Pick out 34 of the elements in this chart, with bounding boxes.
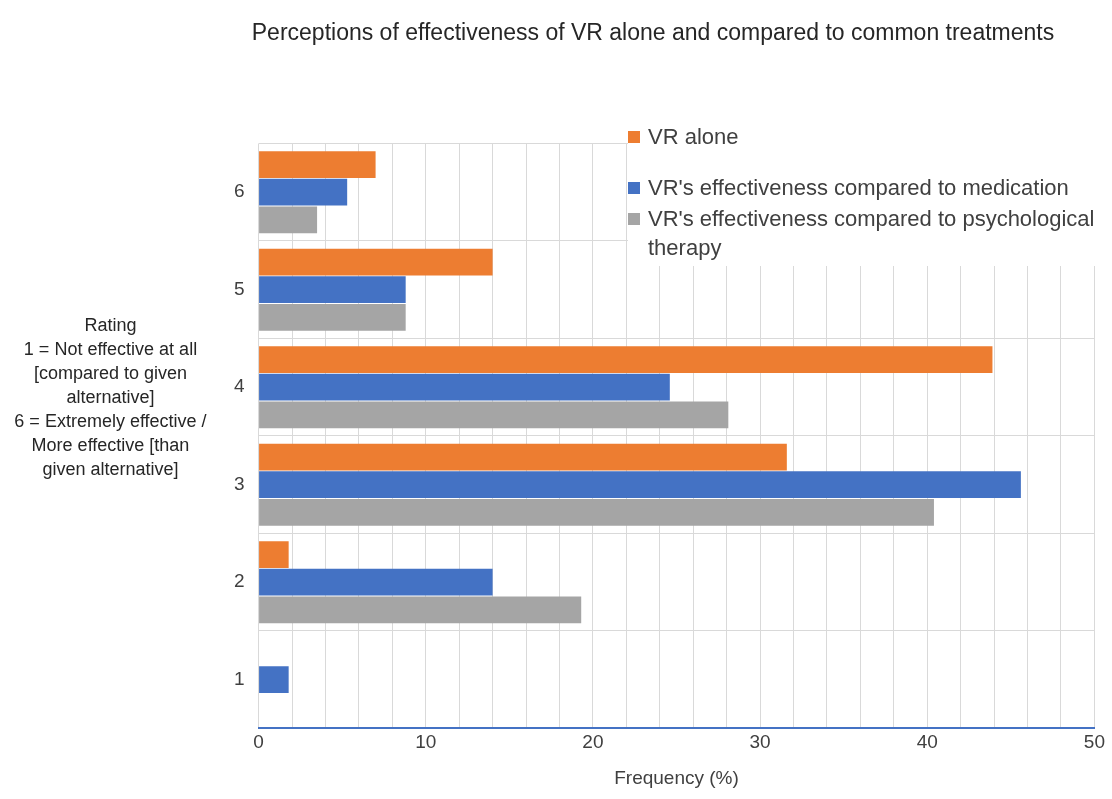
bar xyxy=(259,443,787,471)
bar xyxy=(259,568,493,596)
y-tick-label: 3 xyxy=(233,472,245,494)
bar xyxy=(259,346,993,373)
bar xyxy=(259,498,934,526)
bar xyxy=(259,401,729,429)
bar xyxy=(259,248,493,276)
x-tick-label: 20 xyxy=(582,731,604,753)
y-axis-title: Rating 1 = Not effective at all [compared to given alternative] 6 = Extremely effective / More effective [than given alternative] xyxy=(13,314,208,481)
x-tick-label: 10 xyxy=(415,731,437,753)
y-tick-label: 4 xyxy=(233,375,245,397)
legend-label: VR alone xyxy=(648,123,739,151)
y-tick-label: 5 xyxy=(233,277,245,299)
legend-label: VR's effectiveness compared to medication xyxy=(648,174,1069,202)
bar xyxy=(259,373,670,401)
bar xyxy=(259,666,289,694)
bar xyxy=(259,206,318,234)
x-tick-label: 50 xyxy=(1083,731,1105,753)
chart-title: Perceptions of effectiveness of VR alone and compared to common treatments xyxy=(250,18,1056,47)
legend-label: VR's effectiveness compared to psychological therapy xyxy=(648,205,1096,262)
y-tick-label: 6 xyxy=(233,180,245,202)
x-tick-label: 0 xyxy=(253,731,264,753)
bar xyxy=(259,151,376,178)
bar xyxy=(259,541,289,568)
y-tick-label: 2 xyxy=(233,570,245,592)
bar xyxy=(259,178,348,206)
bar xyxy=(259,471,1021,499)
x-tick-label: 40 xyxy=(916,731,938,753)
bar xyxy=(259,596,582,624)
y-tick-label: 1 xyxy=(233,667,245,689)
x-axis-title: Frequency (%) xyxy=(614,766,739,788)
bar xyxy=(259,303,406,331)
x-tick-label: 30 xyxy=(749,731,771,753)
bar xyxy=(259,276,406,304)
